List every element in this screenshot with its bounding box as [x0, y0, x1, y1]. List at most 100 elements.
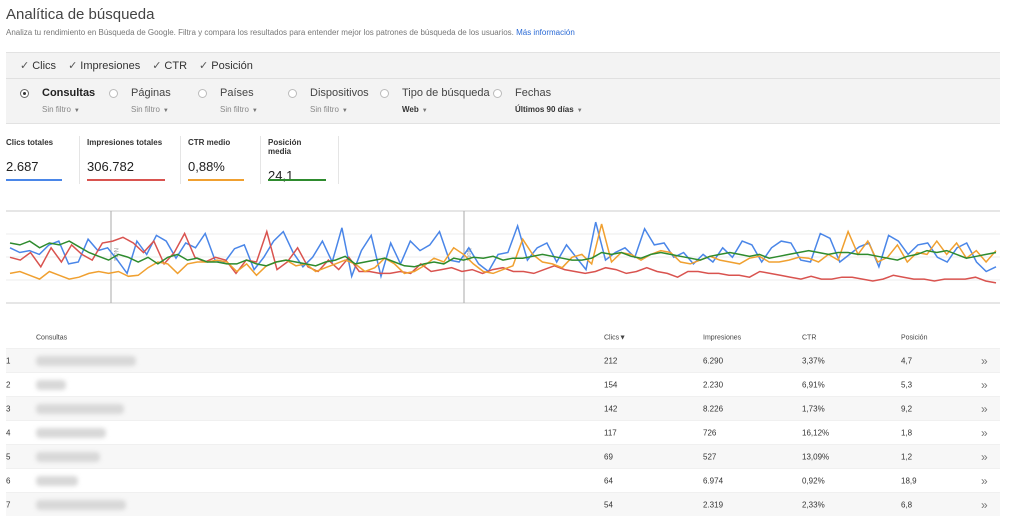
expand-icon[interactable]: » [981, 497, 988, 512]
metric-label: Posición [211, 59, 253, 72]
expand-icon[interactable]: » [981, 353, 988, 368]
radio-icon[interactable] [109, 89, 118, 98]
series-line-2 [9, 223, 997, 280]
page-title: Analítica de búsqueda [6, 6, 155, 23]
cell-ctr: 3,37% [802, 356, 825, 365]
dimension-filter[interactable]: Sin filtro ▼ [310, 105, 348, 114]
expand-icon[interactable]: » [981, 377, 988, 392]
dimension-label: Fechas [515, 87, 552, 99]
cell-ctr: 16,12% [802, 428, 830, 437]
header-ctr[interactable]: CTR [802, 334, 817, 342]
cell-position: 4,7 [901, 356, 913, 365]
stat-separator [338, 136, 339, 184]
dimension-filter[interactable]: Sin filtro ▼ [220, 105, 258, 114]
chart-svg: Nota Nota [6, 210, 1000, 304]
cell-impressions: 8.226 [703, 404, 724, 413]
dimension-label: Países [220, 87, 254, 99]
radio-icon[interactable] [380, 89, 389, 98]
results-table: Consultas Clics▼ Impresiones CTR Posició… [6, 328, 1000, 516]
redacted-query[interactable] [36, 356, 136, 366]
cell-position: 9,2 [901, 404, 913, 413]
table-row[interactable]: 3 142 8.226 1,73% 9,2 » [6, 396, 1000, 420]
dimension-filter[interactable]: Sin filtro ▼ [131, 105, 169, 114]
table-row[interactable]: 1 212 6.290 3,37% 4,7 » [6, 348, 1000, 372]
subtitle-text: Analiza tu rendimiento en Búsqueda de Go… [6, 28, 514, 37]
total-3[interactable]: Posición media 24,1 [268, 138, 326, 184]
cell-clicks: 117 [604, 428, 617, 437]
cell-impressions: 6.290 [703, 356, 724, 365]
metric-checkbox-clics[interactable]: ✓ Clics [20, 59, 57, 73]
total-value: 306.782 [87, 159, 134, 174]
metric-checkbox-impresiones[interactable]: ✓ Impresiones [68, 59, 141, 73]
dimension-label: Dispositivos [310, 87, 369, 99]
radio-icon[interactable] [20, 89, 29, 98]
table-row[interactable]: 4 117 726 16,12% 1,8 » [6, 420, 1000, 444]
stat-separator [260, 136, 261, 184]
row-number: 5 [6, 452, 11, 461]
radio-icon[interactable] [198, 89, 207, 98]
total-label: Impresiones totales [87, 138, 163, 147]
caret-down-icon: ▼ [251, 108, 258, 114]
metric-label: CTR [164, 59, 188, 72]
more-info-link[interactable]: Más información [516, 28, 575, 37]
cell-ctr: 1,73% [802, 404, 825, 413]
performance-chart: Nota Nota [6, 210, 1000, 304]
dimension-filter[interactable]: Últimos 90 días ▼ [515, 105, 583, 114]
caret-down-icon: ▼ [341, 108, 348, 114]
metric-checkbox-ctr[interactable]: ✓ CTR [152, 59, 188, 73]
cell-clicks: 154 [604, 380, 618, 389]
cell-position: 6,8 [901, 500, 913, 509]
cell-impressions: 2.319 [703, 500, 724, 509]
series-line-1 [9, 229, 997, 284]
expand-icon[interactable]: » [981, 401, 988, 416]
header-queries[interactable]: Consultas [36, 334, 68, 342]
cell-impressions: 2.230 [703, 380, 724, 389]
header-impressions[interactable]: Impresiones [703, 334, 742, 342]
table-row[interactable]: 5 69 527 13,09% 1,2 » [6, 444, 1000, 468]
cell-ctr: 2,33% [802, 500, 825, 509]
table-row[interactable]: 2 154 2.230 6,91% 5,3 » [6, 372, 1000, 396]
cell-clicks: 69 [604, 452, 613, 461]
total-label: CTR medio [188, 138, 231, 147]
table-row[interactable]: 7 54 2.319 2,33% 6,8 » [6, 492, 1000, 516]
cell-position: 18,9 [901, 476, 917, 485]
dimension-filter[interactable]: Sin filtro ▼ [42, 105, 80, 114]
page-subtitle: Analiza tu rendimiento en Búsqueda de Go… [6, 28, 575, 37]
redacted-query[interactable] [36, 404, 124, 414]
redacted-query[interactable] [36, 500, 126, 510]
radio-icon[interactable] [493, 89, 502, 98]
cell-impressions: 6.974 [703, 476, 724, 485]
total-label: Clics totales [6, 138, 54, 147]
total-color-bar [188, 179, 244, 181]
metric-checkbox-posición[interactable]: ✓ Posición [199, 59, 253, 73]
expand-icon[interactable]: » [981, 449, 988, 464]
total-2[interactable]: CTR medio 0,88% [188, 138, 244, 184]
expand-icon[interactable]: » [981, 473, 988, 488]
cell-clicks: 54 [604, 500, 613, 509]
cell-ctr: 13,09% [802, 452, 830, 461]
dimension-label: Tipo de búsqueda [402, 87, 490, 99]
annotation-label: Nota [465, 248, 471, 261]
table-header: Consultas Clics▼ Impresiones CTR Posició… [6, 328, 1000, 348]
cell-position: 1,2 [901, 452, 913, 461]
total-1[interactable]: Impresiones totales 306.782 [87, 138, 165, 184]
total-0[interactable]: Clics totales 2.687 [6, 138, 62, 184]
annotation-label: Nota [112, 248, 118, 261]
series-line-3 [9, 240, 997, 268]
redacted-query[interactable] [36, 380, 66, 390]
caret-down-icon: ▼ [576, 108, 583, 114]
expand-icon[interactable]: » [981, 425, 988, 440]
cell-ctr: 0,92% [802, 476, 825, 485]
metric-label: Clics [32, 59, 57, 72]
checkbox-icon: ✓ [68, 60, 78, 72]
dimension-filter[interactable]: Web ▼ [402, 105, 428, 114]
header-clicks[interactable]: Clics▼ [604, 334, 627, 342]
header-position[interactable]: Posición [901, 334, 928, 342]
radio-icon[interactable] [288, 89, 297, 98]
redacted-query[interactable] [36, 476, 78, 486]
row-number: 1 [6, 356, 11, 365]
metric-label: Impresiones [80, 59, 141, 72]
redacted-query[interactable] [36, 428, 106, 438]
redacted-query[interactable] [36, 452, 100, 462]
table-row[interactable]: 6 64 6.974 0,92% 18,9 » [6, 468, 1000, 492]
